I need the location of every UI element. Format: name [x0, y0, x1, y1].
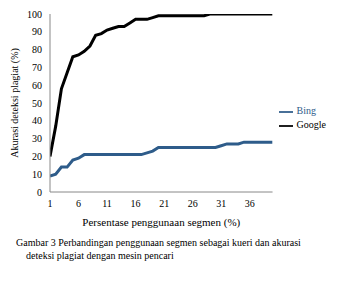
svg-text:90: 90 [32, 26, 42, 37]
svg-text:60: 60 [32, 80, 42, 91]
svg-text:40: 40 [32, 115, 42, 126]
svg-text:16: 16 [131, 198, 141, 209]
svg-text:20: 20 [32, 151, 42, 162]
svg-text:100: 100 [27, 9, 42, 20]
svg-text:11: 11 [102, 198, 112, 209]
svg-text:21: 21 [159, 198, 169, 209]
svg-text:26: 26 [188, 198, 198, 209]
svg-text:6: 6 [76, 198, 81, 209]
svg-text:Akurasi deteksi plagiat (%): Akurasi deteksi plagiat (%) [9, 48, 21, 158]
svg-text:10: 10 [32, 169, 42, 180]
html-text:Gambar 3 Perbandingan pengguna: Gambar 3 Perbandingan penggunaan segmen … [16, 237, 301, 261]
svg-text:70: 70 [32, 62, 42, 73]
svg-text:1: 1 [48, 198, 53, 209]
html-text:Google: Google [296, 119, 326, 131]
svg-text:31: 31 [216, 198, 226, 209]
svg-text:36: 36 [245, 198, 255, 209]
svg-text:30: 30 [32, 133, 42, 144]
svg-text:80: 80 [32, 44, 42, 55]
svg-text:50: 50 [32, 98, 42, 109]
svg-text:0: 0 [37, 187, 42, 198]
html-text:Bing: Bing [296, 105, 316, 117]
svg-text:Persentase penggunaan segmen (: Persentase penggunaan segmen (%) [82, 216, 240, 229]
